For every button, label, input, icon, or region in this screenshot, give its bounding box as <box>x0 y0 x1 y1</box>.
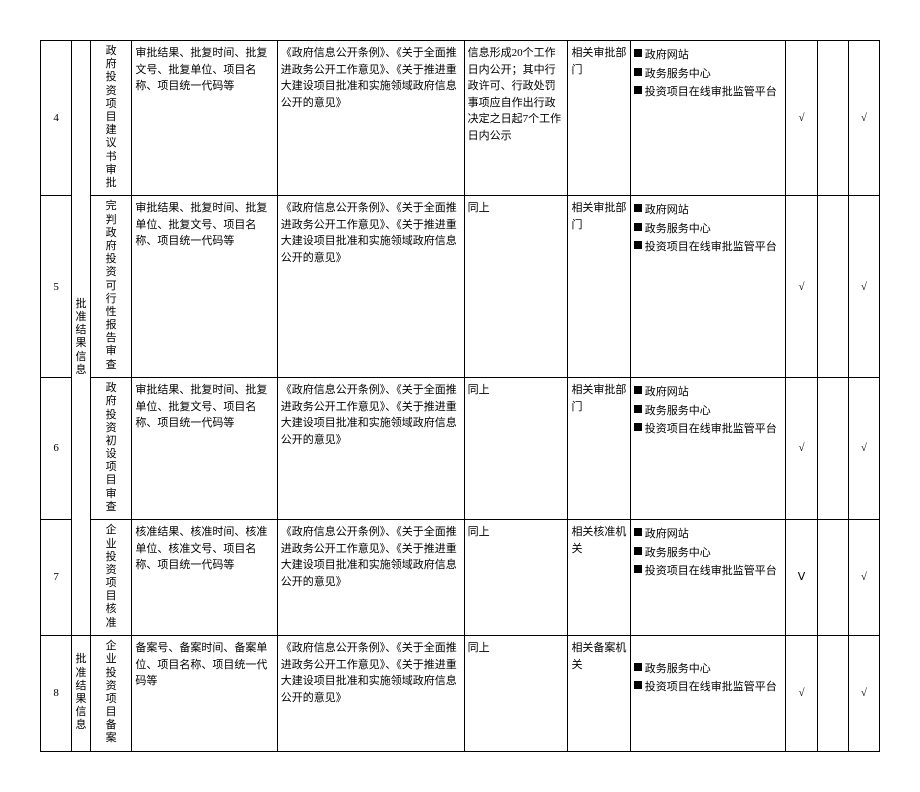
square-icon <box>634 204 642 212</box>
channels-cell: 政府网站 政务服务中心 投资项目在线审批监管平台 <box>630 520 786 636</box>
content-cell: 审批结果、批复时间、批复文号、批复单位、项目名称、项目统一代码等 <box>132 41 277 196</box>
square-icon <box>634 405 642 413</box>
subcat-cell: 企业投资项目备案 <box>90 636 132 752</box>
table-row: 6 政府投资初设项目审查 审批结果、批复时间、批复单位、批复文号、项目名称、项目… <box>41 378 880 520</box>
mark-cell <box>817 520 848 636</box>
table-row: 4 批准结果信息 政府投资项目建议书审批 审批结果、批复时间、批复文号、批复单位… <box>41 41 880 196</box>
time-cell: 同上 <box>464 196 568 378</box>
square-icon <box>634 565 642 573</box>
basis-cell: 《政府信息公开条例》、《关于全面推进政务公开工作意见》、《关于推进重大建设项目批… <box>277 378 464 520</box>
square-icon <box>634 68 642 76</box>
basis-cell: 《政府信息公开条例》、《关于全面推进政务公开工作意见》、《关于推进重大建设项目批… <box>277 41 464 196</box>
mark-cell: √ <box>848 41 879 196</box>
square-icon <box>634 86 642 94</box>
subcat-cell: 政府投资初设项目审查 <box>90 378 132 520</box>
mark-cell <box>817 196 848 378</box>
subcat-cell: 政府投资项目建议书审批 <box>90 41 132 196</box>
square-icon <box>634 547 642 555</box>
mark-cell <box>817 636 848 752</box>
subcat-cell: 企业投资项目核准 <box>90 520 132 636</box>
time-cell: 同上 <box>464 636 568 752</box>
content-cell: 审批结果、批复时间、批复单位、批复文号、项目名称、项目统一代码等 <box>132 196 277 378</box>
mark-cell <box>817 378 848 520</box>
content-cell: 核准结果、核准时间、核准单位、核准文号、项目名称、项目统一代码等 <box>132 520 277 636</box>
dept-cell: 相关备案机关 <box>568 636 630 752</box>
time-cell: 同上 <box>464 378 568 520</box>
table-row: 5 完判政府投资可行性报告审查 审批结果、批复时间、批复单位、批复文号、项目名称… <box>41 196 880 378</box>
channels-cell: 政府网站 政务服务中心 投资项目在线审批监管平台 <box>630 378 786 520</box>
row-num: 5 <box>41 196 72 378</box>
row-num: 8 <box>41 636 72 752</box>
channels-cell: 政府网站 政务服务中心 投资项目在线审批监管平台 <box>630 196 786 378</box>
square-icon <box>634 663 642 671</box>
row-num: 4 <box>41 41 72 196</box>
square-icon <box>634 49 642 57</box>
basis-cell: 《政府信息公开条例》、《关于全面推进政务公开工作意见》、《关于推进重大建设项目批… <box>277 520 464 636</box>
category-cell: 批准结果信息 <box>72 636 91 752</box>
mark-cell: √ <box>786 378 817 520</box>
subcat-cell: 完判政府投资可行性报告审查 <box>90 196 132 378</box>
dept-cell: 相关核准机关 <box>568 520 630 636</box>
dept-cell: 相关审批部门 <box>568 41 630 196</box>
mark-cell: √ <box>786 636 817 752</box>
square-icon <box>634 241 642 249</box>
time-cell: 同上 <box>464 520 568 636</box>
dept-cell: 相关审批部门 <box>568 378 630 520</box>
square-icon <box>634 423 642 431</box>
dept-cell: 相关审批部门 <box>568 196 630 378</box>
mark-cell: √ <box>848 196 879 378</box>
mark-cell <box>817 41 848 196</box>
content-cell: 审批结果、批复时间、批复单位、批复文号、项目名称、项目统一代码等 <box>132 378 277 520</box>
table-row: 8 批准结果信息 企业投资项目备案 备案号、备案时间、备案单位、项目名称、项目统… <box>41 636 880 752</box>
basis-cell: 《政府信息公开条例》、《关于全面推进政务公开工作意见》、《关于推进重大建设项目批… <box>277 196 464 378</box>
row-num: 6 <box>41 378 72 520</box>
square-icon <box>634 528 642 536</box>
square-icon <box>634 223 642 231</box>
mark-cell: √ <box>848 636 879 752</box>
content-cell: 备案号、备案时间、备案单位、项目名称、项目统一代码等 <box>132 636 277 752</box>
mark-cell: √ <box>786 196 817 378</box>
channels-cell: 政府网站 政务服务中心 投资项目在线审批监管平台 <box>630 41 786 196</box>
mark-cell: √ <box>848 520 879 636</box>
channels-cell: . 政务服务中心 投资项目在线审批监管平台 <box>630 636 786 752</box>
category-cell: 批准结果信息 <box>72 41 91 636</box>
mark-cell: ᐯ <box>786 520 817 636</box>
disclosure-table: 4 批准结果信息 政府投资项目建议书审批 审批结果、批复时间、批复文号、批复单位… <box>40 40 880 752</box>
mark-cell: √ <box>786 41 817 196</box>
mark-cell: √ <box>848 378 879 520</box>
basis-cell: 《政府信息公开条例》、《关于全面推进政务公开工作意见》、《关于推进重大建设项目批… <box>277 636 464 752</box>
square-icon <box>634 681 642 689</box>
row-num: 7 <box>41 520 72 636</box>
table-row: 7 企业投资项目核准 核准结果、核准时间、核准单位、核准文号、项目名称、项目统一… <box>41 520 880 636</box>
time-cell: 信息形成20个工作日内公开；其中行政许可、行政处罚事项应自作出行政决定之日起7个… <box>464 41 568 196</box>
square-icon <box>634 386 642 394</box>
